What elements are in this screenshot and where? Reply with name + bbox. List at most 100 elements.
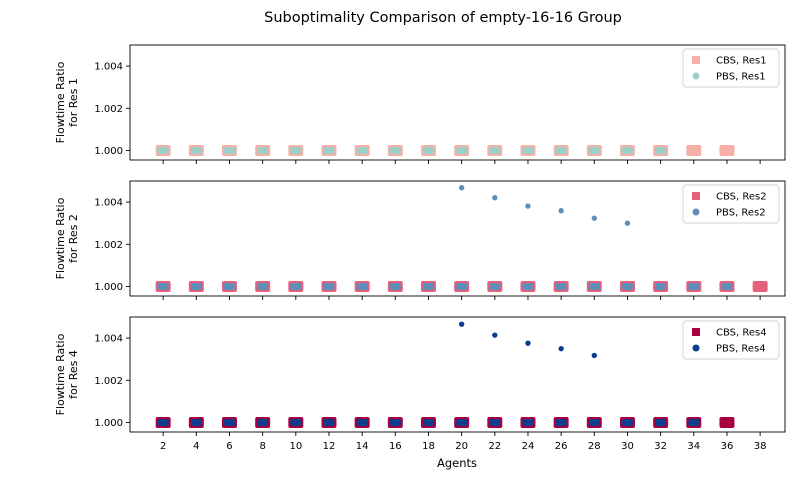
data-point-pbs-res1 [356, 147, 368, 155]
legend-marker-square [692, 192, 700, 200]
data-point-pbs-res4 [522, 419, 534, 427]
y-tick-label: 1.002 [94, 376, 123, 387]
data-point-pbs-res1 [489, 147, 501, 155]
data-point-pbs-res4 [257, 419, 269, 427]
x-tick-label: 4 [193, 441, 199, 452]
data-point-pbs-res2 [489, 283, 501, 291]
x-tick-label: 22 [488, 441, 501, 452]
data-point-pbs-res1 [323, 147, 335, 155]
axes-frame [129, 180, 786, 297]
legend-box [682, 320, 780, 360]
data-point-cbs-res1 [686, 145, 702, 157]
y-tick-label: 1.000 [94, 146, 123, 157]
data-point-pbs-res4 [688, 419, 700, 427]
data-point-pbs-res1 [290, 147, 302, 155]
x-tick-label: 36 [721, 441, 734, 452]
x-tick-label: 30 [621, 441, 634, 452]
x-tick-label: 8 [259, 441, 265, 452]
y-axis-label: for Res 4 [67, 350, 80, 399]
data-point-pbs-res4 [389, 419, 401, 427]
y-tick-label: 1.000 [94, 282, 123, 293]
legend-box [682, 48, 780, 88]
axes-frame [129, 316, 786, 433]
y-tick-label: 1.004 [94, 334, 123, 345]
y-tick-label: 1.004 [94, 62, 123, 73]
data-point-pbs-res4 [190, 419, 202, 427]
data-point-pbs-res4 [456, 419, 468, 427]
y-axis-label: Flowtime Ratio [54, 61, 67, 143]
x-tick-label: 16 [389, 441, 402, 452]
data-point-pbs-res2 [688, 283, 700, 291]
data-point-pbs-res2 [721, 283, 733, 291]
data-point-pbs-res2 [492, 194, 498, 201]
data-point-pbs-res1 [522, 147, 534, 155]
y-tick-label: 1.004 [94, 198, 123, 209]
x-tick-label: 6 [226, 441, 232, 452]
data-point-pbs-res2 [655, 283, 667, 291]
y-tick-label: 1.000 [94, 418, 123, 429]
x-tick-label: 10 [289, 441, 302, 452]
data-point-pbs-res4 [588, 419, 600, 427]
legend-entry-label: CBS, Res2 [716, 192, 767, 203]
data-point-pbs-res2 [223, 283, 235, 291]
data-point-pbs-res2 [290, 283, 302, 291]
legend-entry-label: PBS, Res2 [716, 208, 766, 219]
y-axis-label: Flowtime Ratio [54, 197, 67, 279]
x-tick-label: 24 [522, 441, 535, 452]
legend-marker-circle [692, 344, 700, 352]
x-axis-label: Agents [437, 456, 477, 470]
data-point-pbs-res4 [621, 419, 633, 427]
x-tick-label: 26 [555, 441, 568, 452]
y-axis-label: for Res 2 [67, 214, 80, 263]
data-point-pbs-res2 [522, 283, 534, 291]
data-point-pbs-res4 [356, 419, 368, 427]
data-point-cbs-res4 [719, 417, 735, 429]
data-point-pbs-res2 [558, 208, 564, 214]
data-point-pbs-res4 [591, 352, 598, 359]
x-tick-label: 18 [422, 441, 435, 452]
x-tick-label: 32 [654, 441, 667, 452]
axes-frame [129, 44, 786, 161]
data-point-pbs-res1 [223, 147, 235, 155]
data-point-pbs-res1 [157, 147, 169, 155]
data-point-pbs-res4 [290, 419, 302, 427]
data-point-pbs-res1 [655, 147, 667, 155]
data-point-pbs-res4 [157, 419, 169, 427]
data-point-pbs-res2 [458, 185, 465, 191]
data-point-pbs-res2 [190, 283, 202, 291]
data-point-cbs-res2 [752, 281, 768, 293]
legend-entry-label: PBS, Res4 [716, 344, 766, 355]
data-point-pbs-res4 [422, 419, 434, 427]
legend-marker-square [692, 56, 700, 64]
legend-entry-label: CBS, Res4 [716, 328, 767, 339]
data-point-pbs-res4 [655, 419, 667, 427]
data-point-pbs-res4 [223, 419, 235, 427]
data-point-pbs-res1 [555, 147, 567, 155]
y-tick-label: 1.002 [94, 240, 123, 251]
legend-box [682, 184, 780, 224]
data-point-pbs-res2 [157, 283, 169, 291]
data-point-pbs-res1 [588, 147, 600, 155]
data-point-pbs-res2 [555, 283, 567, 291]
data-point-pbs-res2 [257, 283, 269, 291]
data-point-pbs-res2 [422, 283, 434, 291]
legend-marker-circle [692, 208, 700, 216]
data-point-pbs-res1 [389, 147, 401, 155]
legend-marker-circle [692, 72, 700, 80]
data-point-pbs-res1 [257, 147, 269, 155]
x-tick-label: 20 [455, 441, 468, 452]
data-point-pbs-res4 [323, 419, 335, 427]
data-point-pbs-res1 [621, 147, 633, 155]
legend-marker-square [692, 328, 700, 336]
data-point-pbs-res2 [456, 283, 468, 291]
x-tick-label: 2 [160, 441, 166, 452]
x-tick-label: 12 [323, 441, 336, 452]
data-point-pbs-res1 [422, 147, 434, 155]
y-axis-label: Flowtime Ratio [54, 333, 67, 415]
y-axis-label: for Res 1 [67, 78, 80, 127]
data-point-pbs-res2 [591, 215, 598, 221]
data-point-pbs-res4 [489, 419, 501, 427]
data-point-pbs-res2 [621, 283, 633, 291]
legend-entry-label: CBS, Res1 [716, 56, 767, 67]
